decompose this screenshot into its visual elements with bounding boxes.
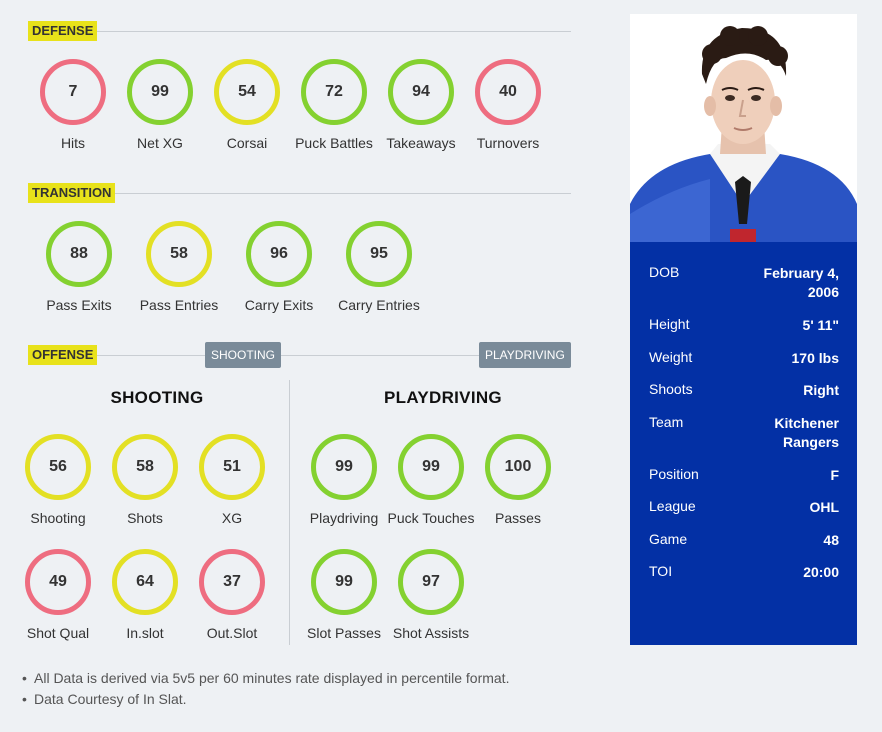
- stat-ring: 99: [127, 59, 193, 125]
- stat-ring: 49: [25, 549, 91, 615]
- info-label: DOB: [649, 264, 680, 280]
- stat-ring: 64: [112, 549, 178, 615]
- info-value: 170 lbs: [791, 350, 839, 366]
- stat-shot-assists: 97 Shot Assists: [386, 549, 476, 641]
- info-label: Height: [649, 316, 690, 332]
- info-value: F: [830, 467, 839, 483]
- playdriving-tab[interactable]: PLAYDRIVING: [479, 342, 571, 368]
- info-label: TOI: [649, 563, 673, 579]
- stat-ring: 7: [40, 59, 106, 125]
- stat-in-slot: 64 In.slot: [100, 549, 190, 641]
- info-value: February 4, 2006: [763, 265, 839, 300]
- info-value: 20:00: [803, 564, 839, 580]
- stat-ring: 37: [199, 549, 265, 615]
- stat-shooting: 56 Shooting: [13, 434, 103, 526]
- defense-header: DEFENSE: [28, 21, 571, 41]
- info-label: League: [649, 498, 696, 514]
- info-label: Position: [649, 466, 699, 482]
- stat-ring: 95: [346, 221, 412, 287]
- stat-label: Slot Passes: [307, 625, 381, 641]
- offense-header: OFFENSE: [28, 345, 571, 365]
- stat-hits: 7 Hits: [28, 59, 118, 151]
- info-value: Kitchener Rangers: [774, 415, 839, 450]
- stat-ring: 99: [311, 549, 377, 615]
- stat-puck-battles: 72 Puck Battles: [289, 59, 379, 151]
- stat-label: Shooting: [30, 510, 86, 526]
- stat-pass-entries: 58 Pass Entries: [134, 221, 224, 313]
- stat-ring: 99: [398, 434, 464, 500]
- stat-shots: 58 Shots: [100, 434, 190, 526]
- player-photo: [630, 14, 857, 242]
- stat-label: Corsai: [226, 135, 268, 151]
- stat-ring: 54: [214, 59, 280, 125]
- info-value: 48: [823, 532, 839, 548]
- stat-slot-passes: 99 Slot Passes: [299, 549, 389, 641]
- stat-label: Carry Exits: [244, 297, 314, 313]
- stat-label: Pass Entries: [139, 297, 219, 313]
- stat-label: Out.Slot: [206, 625, 258, 641]
- shooting-tab[interactable]: SHOOTING: [205, 342, 282, 368]
- stat-label: Playdriving: [309, 510, 379, 526]
- stat-xg: 51 XG: [187, 434, 277, 526]
- stat-carry-entries: 95 Carry Entries: [334, 221, 424, 313]
- stat-label: Net XG: [137, 135, 183, 151]
- playdriving-title: PLAYDRIVING: [384, 388, 502, 407]
- stat-label: Takeaways: [386, 135, 456, 151]
- defense-tag: DEFENSE: [28, 21, 98, 41]
- stat-label: Puck Battles: [295, 135, 373, 151]
- stat-ring: 51: [199, 434, 265, 500]
- shooting-title: SHOOTING: [110, 388, 204, 407]
- info-label: Weight: [649, 349, 693, 365]
- stat-label: XG: [221, 510, 243, 526]
- stat-passes: 100 Passes: [473, 434, 563, 526]
- stat-turnovers: 40 Turnovers: [463, 59, 553, 151]
- stat-shot-qual: 49 Shot Qual: [13, 549, 103, 641]
- stat-ring: 88: [46, 221, 112, 287]
- stat-out-slot: 37 Out.Slot: [187, 549, 277, 641]
- info-value: 5' 11": [802, 317, 839, 333]
- transition-header: TRANSITION: [28, 183, 571, 203]
- stat-label: Hits: [60, 135, 86, 151]
- stat-takeaways: 94 Takeaways: [376, 59, 466, 151]
- stat-label: Passes: [495, 510, 541, 526]
- stat-label: Puck Touches: [387, 510, 475, 526]
- footnotes: All Data is derived via 5v5 per 60 minut…: [22, 668, 509, 710]
- stat-ring: 94: [388, 59, 454, 125]
- stat-ring: 72: [301, 59, 367, 125]
- offense-tag: OFFENSE: [28, 345, 98, 365]
- info-value: OHL: [809, 499, 839, 515]
- stat-label: Carry Entries: [338, 297, 420, 313]
- stat-ring: 100: [485, 434, 551, 500]
- footnote: Data Courtesy of In Slat.: [22, 689, 509, 710]
- stat-corsai: 54 Corsai: [202, 59, 292, 151]
- info-label: Shoots: [649, 381, 693, 397]
- info-label: Team: [649, 414, 684, 430]
- stat-label: Turnovers: [476, 135, 540, 151]
- stat-playdriving: 99 Playdriving: [299, 434, 389, 526]
- stat-net-xg: 99 Net XG: [115, 59, 205, 151]
- footnote: All Data is derived via 5v5 per 60 minut…: [22, 668, 509, 689]
- stat-puck-touches: 99 Puck Touches: [386, 434, 476, 526]
- stat-label: In.slot: [126, 625, 164, 641]
- info-value: Right: [803, 382, 839, 398]
- stat-label: Shots: [127, 510, 163, 526]
- stat-label: Pass Exits: [46, 297, 112, 313]
- stat-ring: 58: [146, 221, 212, 287]
- stat-label: Shot Assists: [392, 625, 470, 641]
- info-label: Game: [649, 531, 688, 547]
- stat-pass-exits: 88 Pass Exits: [34, 221, 124, 313]
- stat-ring: 58: [112, 434, 178, 500]
- stat-ring: 40: [475, 59, 541, 125]
- transition-tag: TRANSITION: [28, 183, 116, 203]
- column-divider: [289, 380, 290, 645]
- stat-carry-exits: 96 Carry Exits: [234, 221, 324, 313]
- stat-label: Shot Qual: [26, 625, 90, 641]
- stat-ring: 97: [398, 549, 464, 615]
- player-card: DOB February 4, 2006 Height 5' 11" Weigh…: [630, 14, 857, 645]
- stat-ring: 99: [311, 434, 377, 500]
- stat-ring: 56: [25, 434, 91, 500]
- stat-ring: 96: [246, 221, 312, 287]
